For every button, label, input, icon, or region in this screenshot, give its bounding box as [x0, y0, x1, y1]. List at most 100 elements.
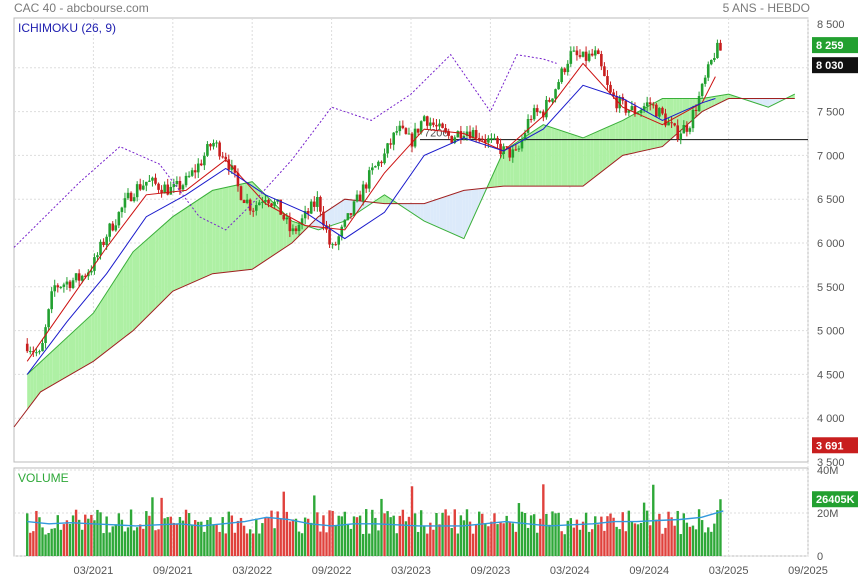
cloud-bull-segment: [622, 119, 626, 156]
cloud-bull-segment: [84, 318, 88, 367]
cloud-bull-segment: [56, 344, 60, 383]
candle-body: [465, 131, 469, 136]
volume-bar: [328, 510, 331, 556]
candle-body: [71, 280, 75, 288]
candle-body: [264, 199, 267, 202]
candle-body: [630, 106, 634, 111]
cloud-bear-segment: [407, 203, 411, 213]
volume-bar: [163, 518, 166, 556]
cloud-bear-segment: [334, 204, 338, 225]
volume-bar: [50, 528, 53, 556]
candle-body: [389, 143, 392, 145]
volume-bar: [624, 531, 627, 556]
volume-bar: [352, 516, 356, 556]
volume-bar: [184, 509, 188, 556]
volume-bar: [493, 513, 496, 556]
cloud-bull-segment: [120, 267, 124, 341]
candle-body: [413, 128, 417, 147]
cloud-bull-segment: [634, 111, 639, 153]
volume-bar: [276, 511, 279, 556]
volume-bar: [419, 510, 423, 556]
cloud-bull-segment: [545, 125, 549, 187]
candle-body: [83, 275, 87, 277]
volume-bar: [490, 521, 493, 556]
price-tick-label: 8 500: [817, 19, 845, 31]
volume-bar: [294, 518, 298, 556]
volume-bar: [514, 531, 518, 556]
candle-body: [267, 199, 270, 204]
candle-body: [532, 108, 536, 120]
cloud-bull-segment: [81, 321, 85, 369]
cloud-bear-segment: [433, 199, 437, 227]
volume-bar: [325, 532, 328, 556]
volume-bar: [566, 520, 569, 556]
candle-body: [297, 224, 301, 232]
volume-bar: [154, 530, 157, 556]
candle-body: [383, 153, 386, 164]
candle-body: [392, 132, 395, 145]
volume-bar: [563, 534, 566, 556]
cloud-bull-segment: [65, 335, 69, 378]
candle-body: [322, 211, 325, 226]
candle-body: [645, 102, 649, 107]
candle-body: [517, 148, 521, 150]
volume-bar: [148, 515, 151, 556]
cloud-bull-segment: [267, 196, 271, 260]
candle-body: [593, 50, 597, 56]
cloud-bull-segment: [574, 134, 578, 187]
volume-bar: [187, 513, 191, 556]
volume-bar: [242, 525, 246, 556]
cloud-bull-segment: [279, 209, 284, 251]
candle-body: [251, 210, 255, 212]
cloud-bull-segment: [644, 106, 648, 151]
volume-bar: [380, 498, 383, 556]
volume-bar: [145, 511, 148, 556]
cloud-bear-segment: [337, 202, 341, 224]
candle-body: [181, 185, 185, 190]
candle-body: [566, 63, 570, 73]
candle-body: [154, 177, 157, 184]
candle-body: [175, 180, 179, 185]
candle-body: [609, 84, 612, 93]
candle-body: [77, 273, 81, 281]
tenkan-line: [26, 62, 716, 362]
volume-bar: [554, 513, 557, 556]
volume-bar: [157, 529, 160, 556]
cloud-bull-segment: [382, 195, 386, 204]
cloud-bear-segment: [756, 98, 760, 105]
volume-bar: [236, 520, 240, 556]
cloud-bull-segment: [273, 202, 277, 256]
candle-body: [572, 50, 576, 52]
candle-body: [667, 122, 670, 126]
candle-body: [145, 181, 148, 186]
volume-bar: [142, 528, 145, 556]
volume-bar: [487, 526, 490, 556]
cloud-bear-segment: [430, 200, 434, 226]
candle-body: [28, 351, 32, 353]
volume-bar: [478, 511, 481, 556]
cloud-bear-segment: [471, 189, 475, 222]
candle-body: [129, 192, 133, 202]
cloud-bull-segment: [228, 186, 232, 272]
cloud-bull-segment: [526, 134, 530, 187]
cloud-bull-segment: [500, 150, 504, 187]
candle-body: [306, 210, 310, 214]
time-tick-label: 09/2025: [788, 565, 828, 577]
candle-body: [700, 83, 704, 97]
candle-body: [340, 226, 344, 237]
volume-bar: [447, 515, 450, 556]
volume-bar: [423, 526, 426, 556]
volume-bar: [129, 509, 133, 556]
volume-bar: [389, 517, 392, 556]
candle-body: [56, 285, 60, 288]
cloud-bull-segment: [94, 306, 98, 361]
cloud-bear-segment: [462, 190, 466, 238]
candle-body: [25, 343, 29, 352]
volume-bar: [450, 528, 453, 556]
cloud-bull-segment: [628, 115, 632, 155]
volume-bar: [413, 513, 417, 556]
volume-bar: [47, 532, 50, 556]
volume-bar: [435, 512, 438, 556]
cloud-bull-segment: [225, 186, 229, 273]
